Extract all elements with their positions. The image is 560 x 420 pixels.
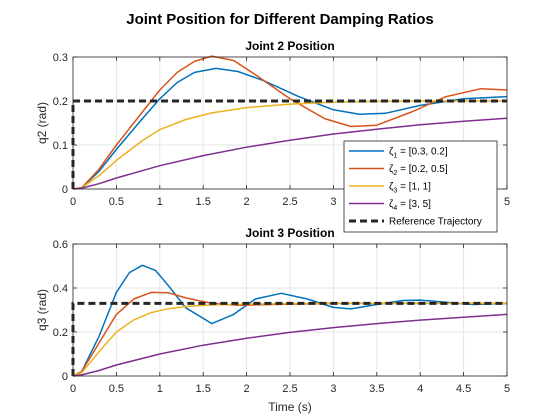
- series-line-3: [72, 100, 507, 190]
- x-tick-label: 5: [504, 196, 510, 208]
- x-tick-label: 1.5: [196, 196, 211, 208]
- x-tick-label: 3: [330, 383, 336, 395]
- series-group: [71, 55, 508, 190]
- legend-symbol: ζ: [389, 147, 394, 158]
- x-tick-label: 2.5: [282, 196, 297, 208]
- legend-entry-2: ζ2 = [0.2, 0.5]: [389, 164, 448, 177]
- legend-entry-3: ζ3 = [1, 1]: [389, 182, 431, 195]
- series-line-4: [72, 117, 508, 190]
- series-line-4: [72, 313, 508, 377]
- y-axis-label: q2 (rad): [35, 102, 49, 144]
- legend-symbol: ζ: [389, 182, 394, 193]
- y-tick-label: 0.1: [53, 140, 68, 152]
- legend-symbol: ζ: [389, 164, 394, 175]
- x-tick-label: 0: [70, 196, 76, 208]
- x-tick-label: 4.5: [456, 383, 471, 395]
- legend-entry-5: Reference Trajectory: [389, 217, 482, 228]
- figure-title: Joint Position for Different Damping Rat…: [126, 11, 434, 28]
- x-tick-label: 3: [330, 196, 336, 208]
- x-tick-label: 2.5: [282, 383, 297, 395]
- legend-label: = [0.3, 0.2]: [397, 147, 448, 158]
- x-tick-label: 0.5: [109, 383, 124, 395]
- y-axis-label: q3 (rad): [35, 289, 49, 331]
- x-tick-label: 2: [244, 196, 250, 208]
- x-axis-label: Time (s): [268, 400, 312, 414]
- y-tick-label: 0.2: [53, 96, 68, 108]
- y-tick-label: 0.6: [53, 239, 68, 251]
- legend-subscript: 4: [393, 205, 397, 212]
- x-tick-label: 4: [417, 383, 423, 395]
- series-line-1: [72, 264, 508, 377]
- legend: ζ1 = [0.3, 0.2]ζ2 = [0.2, 0.5]ζ3 = [1, 1…: [343, 140, 498, 233]
- legend-entry-1: ζ1 = [0.3, 0.2]: [389, 147, 448, 160]
- legend-subscript: 3: [393, 188, 397, 195]
- y-tick-label: 0: [62, 371, 68, 383]
- legend-subscript: 1: [393, 153, 397, 160]
- legend-symbol: ζ: [389, 199, 394, 210]
- x-tick-label: 1: [157, 196, 163, 208]
- axes-layer: 0 0.5 1 1.5 2 2.5 3 3.5 4 4.5 5 0 0.1 0.2 0.3 Joint 2 P…: [35, 39, 510, 414]
- x-tick-label: 1.5: [196, 383, 211, 395]
- y-tick-label: 0.3: [53, 52, 68, 64]
- series-line-2: [72, 55, 508, 190]
- x-tick-label: 1: [157, 383, 163, 395]
- x-tick-label: 2: [244, 383, 250, 395]
- axes-title: Joint 3 Position: [245, 226, 334, 240]
- legend-label: = [1, 1]: [397, 182, 431, 193]
- y-tick-label: 0: [62, 184, 68, 196]
- y-tick-label: 0.2: [53, 327, 68, 339]
- axes-2: 0 0.5 1 1.5 2 2.5 3 3.5 4 4.5 5 0 0.2 0.4 0.6 Joint 3 P…: [35, 226, 510, 414]
- x-tick-label: 5: [504, 383, 510, 395]
- series-line-1: [72, 67, 508, 190]
- legend-label: = [3, 5]: [397, 199, 431, 210]
- legend-subscript: 2: [393, 170, 397, 177]
- legend-label: = [0.2, 0.5]: [397, 164, 448, 175]
- axes-title: Joint 2 Position: [245, 39, 334, 53]
- x-tick-label: 0: [70, 383, 76, 395]
- x-tick-label: 0.5: [109, 196, 124, 208]
- legend-entry-4: ζ4 = [3, 5]: [389, 199, 431, 212]
- y-tick-label: 0.4: [53, 283, 68, 295]
- x-tick-label: 3.5: [369, 383, 384, 395]
